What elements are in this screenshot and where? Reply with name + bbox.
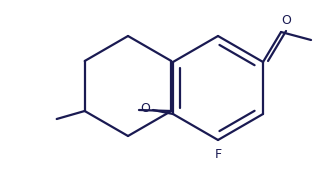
Text: O: O bbox=[281, 14, 291, 27]
Text: F: F bbox=[214, 147, 222, 161]
Text: O: O bbox=[140, 102, 150, 115]
